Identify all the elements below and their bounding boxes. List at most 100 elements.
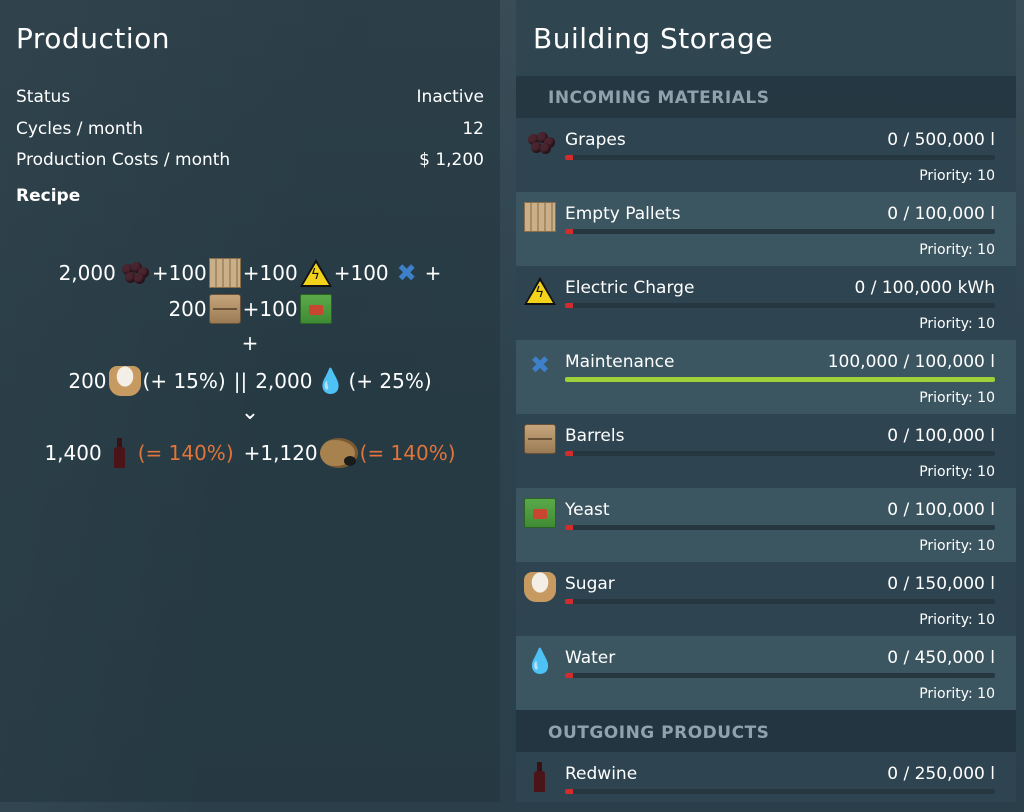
item-priority: Priority: 10 xyxy=(919,686,995,702)
status-row: Status Inactive xyxy=(16,87,484,107)
water-drop-icon: 💧 xyxy=(525,647,555,675)
electric-warning-icon: ϟ xyxy=(524,276,556,306)
pomace-icon xyxy=(319,438,358,468)
item-priority: Priority: 10 xyxy=(919,538,995,554)
recipe-sugar-bonus: (+ 15%) xyxy=(142,369,226,393)
recipe-line-inputs-2: 200 +100 xyxy=(0,294,500,324)
cycles-value: 12 xyxy=(462,119,484,139)
incoming-item-empty-pallets[interactable]: Empty Pallets 0 / 100,000 l Priority: 10 xyxy=(516,192,1016,266)
item-name: Yeast xyxy=(565,500,610,520)
item-name: Sugar xyxy=(565,574,615,594)
recipe-trailing-plus: + xyxy=(424,261,442,285)
fill-level-bar xyxy=(565,377,995,382)
sugar-sack-icon xyxy=(108,366,141,396)
item-priority: Priority: 10 xyxy=(919,612,995,628)
item-priority: Priority: 10 xyxy=(919,242,995,258)
incoming-materials-label: INCOMING MATERIALS xyxy=(548,88,770,108)
item-amount: 0 / 450,000 l xyxy=(887,648,995,668)
fill-level-bar xyxy=(565,155,995,160)
empty-indicator xyxy=(565,155,573,160)
tools-icon: ✖ xyxy=(396,259,417,287)
recipe-arrow-row: ⌄ xyxy=(0,400,500,425)
item-priority: Priority: 10 xyxy=(919,316,995,332)
fill-level-fill xyxy=(565,377,995,382)
storage-title: Building Storage xyxy=(533,22,774,55)
item-amount: 0 / 500,000 l xyxy=(887,130,995,150)
production-title: Production xyxy=(16,22,170,55)
recipe-line-boosters: 200 (+ 15%) || 2,000 💧 (+ 25%) xyxy=(0,366,500,396)
fill-level-bar xyxy=(565,673,995,678)
item-name: Grapes xyxy=(565,130,626,150)
recipe-grapes-amount: 2,000 xyxy=(58,261,116,285)
fill-level-bar xyxy=(565,599,995,604)
recipe-pallets-amount: +100 xyxy=(151,261,207,285)
incoming-item-maintenance[interactable]: ✖ Maintenance 100,000 / 100,000 l Priority:… xyxy=(516,340,1016,414)
recipe-separator: || xyxy=(233,369,248,393)
recipe-pomace-pct: (= 140%) xyxy=(359,441,456,465)
pallet-icon xyxy=(208,258,241,288)
fill-level-bar xyxy=(565,789,995,794)
wine-bottle-icon xyxy=(532,762,548,792)
empty-indicator xyxy=(565,525,573,530)
fill-level-bar xyxy=(565,229,995,234)
recipe-label: Recipe xyxy=(16,186,81,206)
incoming-item-water[interactable]: 💧 Water 0 / 450,000 l Priority: 10 xyxy=(516,636,1016,710)
grapes-icon xyxy=(118,258,150,288)
item-amount: 0 / 100,000 l xyxy=(887,426,995,446)
yeast-icon xyxy=(524,498,556,528)
item-name: Maintenance xyxy=(565,352,675,372)
item-name: Empty Pallets xyxy=(565,204,681,224)
item-amount: 0 / 100,000 l xyxy=(887,500,995,520)
recipe-yeast-amount: +100 xyxy=(242,297,298,321)
recipe-plus-sign: + xyxy=(241,331,259,355)
item-name: Redwine xyxy=(565,764,638,784)
fill-level-bar xyxy=(565,303,995,308)
recipe-line-inputs-1: 2,000 +100 +100 ϟ +100 ✖ + xyxy=(0,258,500,288)
costs-value: $ 1,200 xyxy=(419,150,484,170)
recipe-electric-amount: +100 xyxy=(242,261,298,285)
chevron-down-icon: ⌄ xyxy=(240,400,260,425)
incoming-item-electric-charge[interactable]: ϟ Electric Charge 0 / 100,000 kWh Priority:… xyxy=(516,266,1016,340)
outgoing-item-redwine[interactable]: Redwine 0 / 250,000 l xyxy=(516,752,1016,802)
incoming-item-yeast[interactable]: Yeast 0 / 100,000 l Priority: 10 xyxy=(516,488,1016,562)
item-name: Electric Charge xyxy=(565,278,695,298)
pallet-icon xyxy=(524,202,556,232)
fill-level-bar xyxy=(565,451,995,456)
tools-icon: ✖ xyxy=(529,351,551,379)
barrel-icon xyxy=(208,294,241,324)
incoming-item-barrels[interactable]: Barrels 0 / 100,000 l Priority: 10 xyxy=(516,414,1016,488)
fill-level-bar xyxy=(565,525,995,530)
cycles-label: Cycles / month xyxy=(16,119,144,139)
item-priority: Priority: 10 xyxy=(919,390,995,406)
item-name: Water xyxy=(565,648,616,668)
production-panel: Production Status Inactive Cycles / mont… xyxy=(0,0,500,802)
recipe-water-amount: 2,000 xyxy=(255,369,313,393)
item-amount: 0 / 150,000 l xyxy=(887,574,995,594)
recipe-barrels-amount: 200 xyxy=(168,297,207,321)
incoming-item-sugar[interactable]: Sugar 0 / 150,000 l Priority: 10 xyxy=(516,562,1016,636)
recipe-water-bonus: (+ 25%) xyxy=(348,369,432,393)
recipe-line-outputs: 1,400 (= 140%) +1,120 (= 140%) xyxy=(0,438,500,468)
item-priority: Priority: 10 xyxy=(919,464,995,480)
recipe-pomace-amount: +1,120 xyxy=(243,441,318,465)
cycles-row: Cycles / month 12 xyxy=(16,119,484,139)
recipe-plus-row: + xyxy=(0,331,500,355)
incoming-item-grapes[interactable]: Grapes 0 / 500,000 l Priority: 10 xyxy=(516,118,1016,192)
storage-header: Building Storage xyxy=(516,0,1016,76)
wine-bottle-icon xyxy=(112,438,128,468)
sugar-sack-icon xyxy=(524,572,556,602)
empty-indicator xyxy=(565,599,573,604)
item-name: Barrels xyxy=(565,426,625,446)
outgoing-products-label: OUTGOING PRODUCTS xyxy=(548,723,770,743)
item-amount: 0 / 100,000 l xyxy=(887,204,995,224)
water-drop-icon: 💧 xyxy=(315,367,346,395)
empty-indicator xyxy=(565,303,573,308)
costs-label: Production Costs / month xyxy=(16,150,231,170)
item-amount: 100,000 / 100,000 l xyxy=(827,352,995,372)
costs-row: Production Costs / month $ 1,200 xyxy=(16,150,484,170)
yeast-icon xyxy=(299,294,332,324)
barrel-icon xyxy=(524,424,556,454)
recipe-sugar-amount: 200 xyxy=(68,369,107,393)
status-label: Status xyxy=(16,87,71,107)
item-amount: 0 / 100,000 kWh xyxy=(854,278,995,298)
